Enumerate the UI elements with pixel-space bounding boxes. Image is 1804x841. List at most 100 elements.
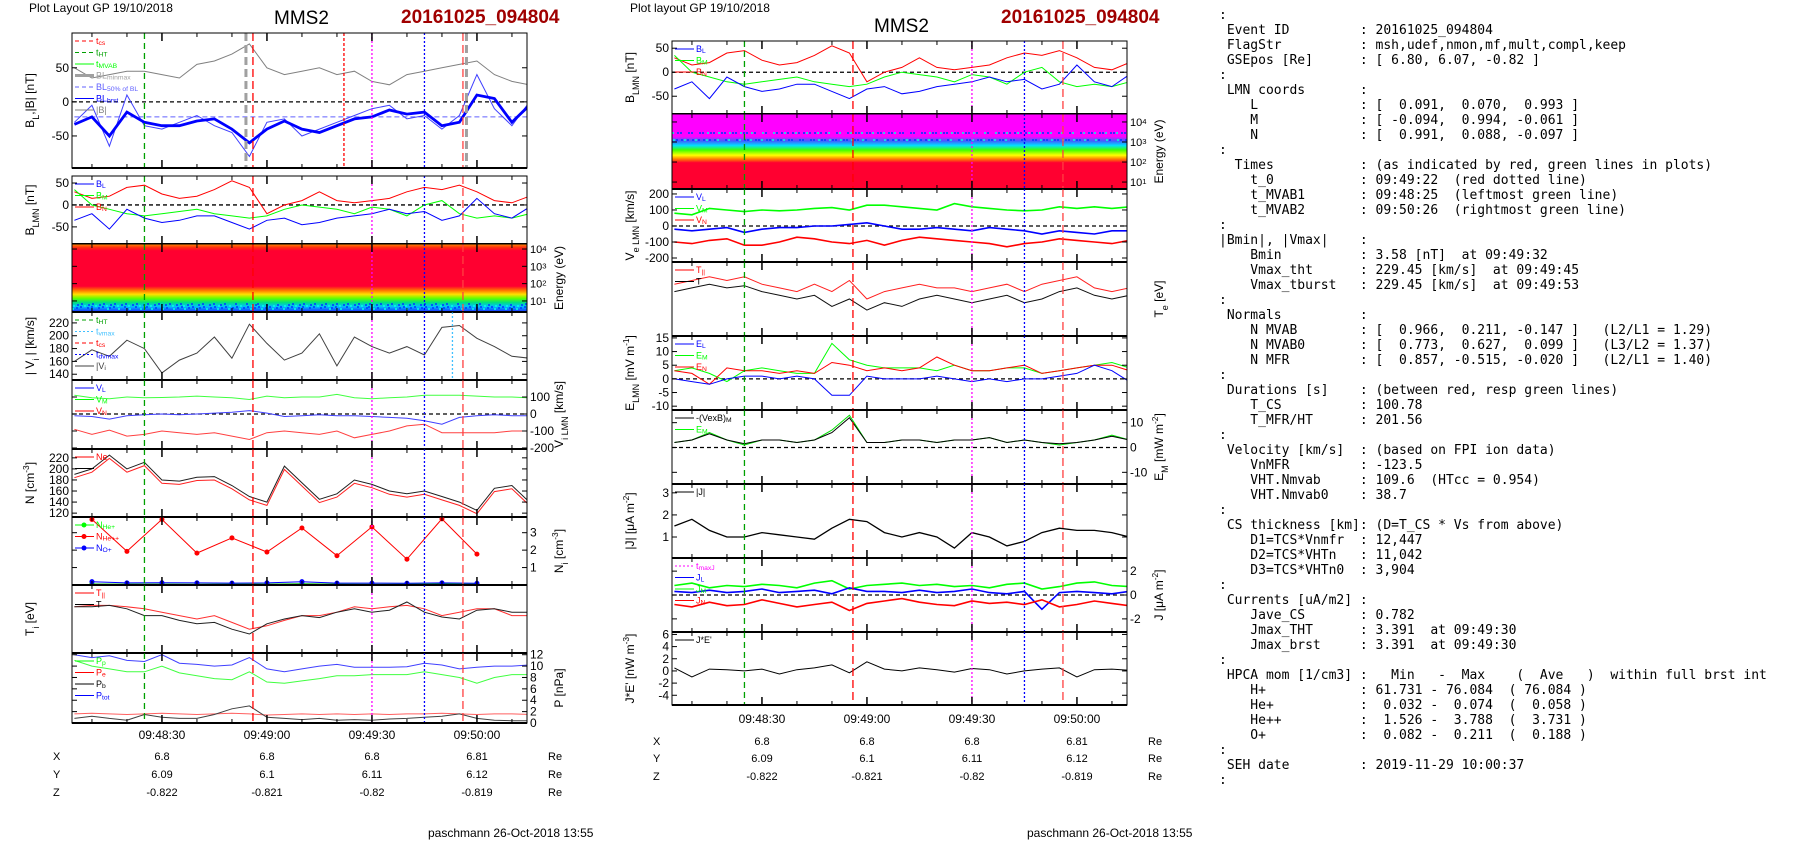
legend-label: NHe++	[96, 532, 119, 543]
spectrogram-pixel	[292, 303, 294, 305]
position-unit: Re	[1148, 736, 1162, 748]
legend-label: tcs	[96, 36, 106, 47]
legend-label: VL	[96, 383, 106, 394]
spectrogram-pixel	[87, 307, 89, 309]
spectrogram-pixel	[858, 132, 860, 134]
spectrogram-pixel	[1120, 139, 1122, 141]
series-line	[674, 64, 1127, 100]
series-line	[674, 579, 1127, 590]
y-axis-label: N [cm-3]	[21, 462, 37, 504]
summary-label: T_MFR/HT	[1219, 413, 1313, 428]
spectrogram-pixel	[413, 303, 415, 305]
spectrogram-pixel	[336, 303, 338, 305]
spectrogram-pixel	[155, 307, 157, 309]
spectrogram-pixel	[969, 139, 971, 141]
spectrogram-pixel	[1006, 132, 1008, 134]
spectrogram-pixel	[172, 305, 174, 307]
summary-label: N	[1219, 128, 1259, 143]
series-line	[674, 283, 1127, 311]
summary-label: D1=TCS*Vnmfr	[1219, 533, 1345, 548]
spectrogram-pixel	[972, 139, 974, 141]
summary-colon: :	[1359, 323, 1376, 338]
spectrogram-pixel	[480, 306, 482, 308]
spectrogram-pixel	[109, 307, 111, 309]
spectrogram-pixel	[1117, 139, 1119, 141]
panel-content	[674, 632, 1127, 705]
panel-content	[672, 558, 1127, 632]
summary-label: N MVAB0	[1219, 338, 1306, 353]
spectrogram-pixel	[795, 132, 797, 134]
spectrogram-pixel	[1042, 132, 1044, 134]
summary-colon: :	[1359, 563, 1376, 578]
series-line	[674, 45, 1127, 83]
position-row-label: X	[653, 736, 661, 748]
spectrogram-pixel	[239, 308, 241, 310]
spectrogram-pixel	[691, 132, 693, 134]
spectrogram-pixel	[750, 139, 752, 141]
spectrogram-pixel	[713, 132, 715, 134]
legend-label: EM	[696, 425, 708, 436]
right-spacecraft-title: MMS2	[874, 16, 929, 37]
y-axis-label: | Vi | [km/s]	[23, 317, 41, 375]
spectrogram-pixel	[880, 132, 882, 134]
y-tick-label: 2	[662, 652, 669, 666]
summary-line: Jmax_brst: 3.391 at 09:49:30	[1219, 638, 1767, 653]
summary-colon: :	[1359, 623, 1376, 638]
summary-value: (as indicated by red, green lines in plo…	[1375, 158, 1713, 173]
y-tick-label: -50	[52, 129, 70, 143]
spectrogram-pixel	[695, 139, 697, 141]
spectrogram-pixel	[1079, 139, 1081, 141]
panel-content	[674, 262, 1127, 336]
spectrogram-pixel	[947, 139, 949, 141]
spectrogram-pixel	[887, 139, 889, 141]
spectrogram-pixel	[380, 303, 382, 305]
spectrogram-pixel	[313, 306, 315, 308]
summary-label: SEH date	[1219, 758, 1290, 773]
y-tick-label: 6	[530, 682, 537, 696]
spectrogram-pixel	[684, 139, 686, 141]
spectrogram-pixel	[1068, 139, 1070, 141]
spectrogram-pixel	[1125, 139, 1127, 141]
summary-value: 2019-11-29 10:00:37	[1375, 758, 1525, 773]
spectrogram-pixel	[494, 308, 496, 310]
spectrogram-pixel	[784, 132, 786, 134]
series-line	[74, 604, 527, 630]
spectrogram-pixel	[825, 132, 827, 134]
x-tick-label: 09:48:30	[739, 712, 786, 726]
spectrogram-pixel	[1047, 132, 1049, 134]
spectrogram-pixel	[505, 308, 507, 310]
position-value: -0.82	[359, 787, 384, 799]
spectrogram-pixel	[976, 132, 978, 134]
summary-colon: :	[1359, 203, 1376, 218]
spectrogram-pixel	[509, 307, 511, 309]
panel-content	[672, 410, 1127, 484]
summary-value: 09:48:25 (leftmost green line)	[1375, 188, 1619, 203]
spectrogram-pixel	[1099, 132, 1101, 134]
panel: Ti [eV] T||T	[23, 584, 528, 654]
panel-content	[74, 449, 527, 517]
summary-line: :	[1219, 503, 1767, 518]
summary-value: 12,447	[1375, 533, 1423, 548]
spectrogram-pixel	[909, 139, 911, 141]
summary-colon: :	[1359, 338, 1376, 353]
y-tick-label: 5	[662, 358, 669, 372]
spectrogram-pixel	[936, 139, 938, 141]
summary-colon: :	[1359, 548, 1376, 563]
panel-content	[672, 189, 1127, 262]
series-line	[74, 457, 527, 515]
summary-colon: :	[1359, 188, 1376, 203]
series-line	[74, 43, 527, 86]
right-event-title: 20161025_094804	[1001, 7, 1160, 28]
y-tick-label: 2	[530, 705, 537, 719]
spectrogram-pixel	[968, 132, 970, 134]
summary-colon: :	[1359, 413, 1376, 428]
spectrogram-pixel	[1110, 132, 1112, 134]
summary-label: VHT.Nmvab0	[1219, 488, 1329, 503]
spectrogram-pixel	[421, 307, 423, 309]
spectrogram-pixel	[192, 306, 194, 308]
y-tick-label: 102	[530, 278, 547, 290]
legend-label: J*E'	[696, 635, 712, 645]
summary-label: CS thickness [km]	[1219, 518, 1360, 533]
